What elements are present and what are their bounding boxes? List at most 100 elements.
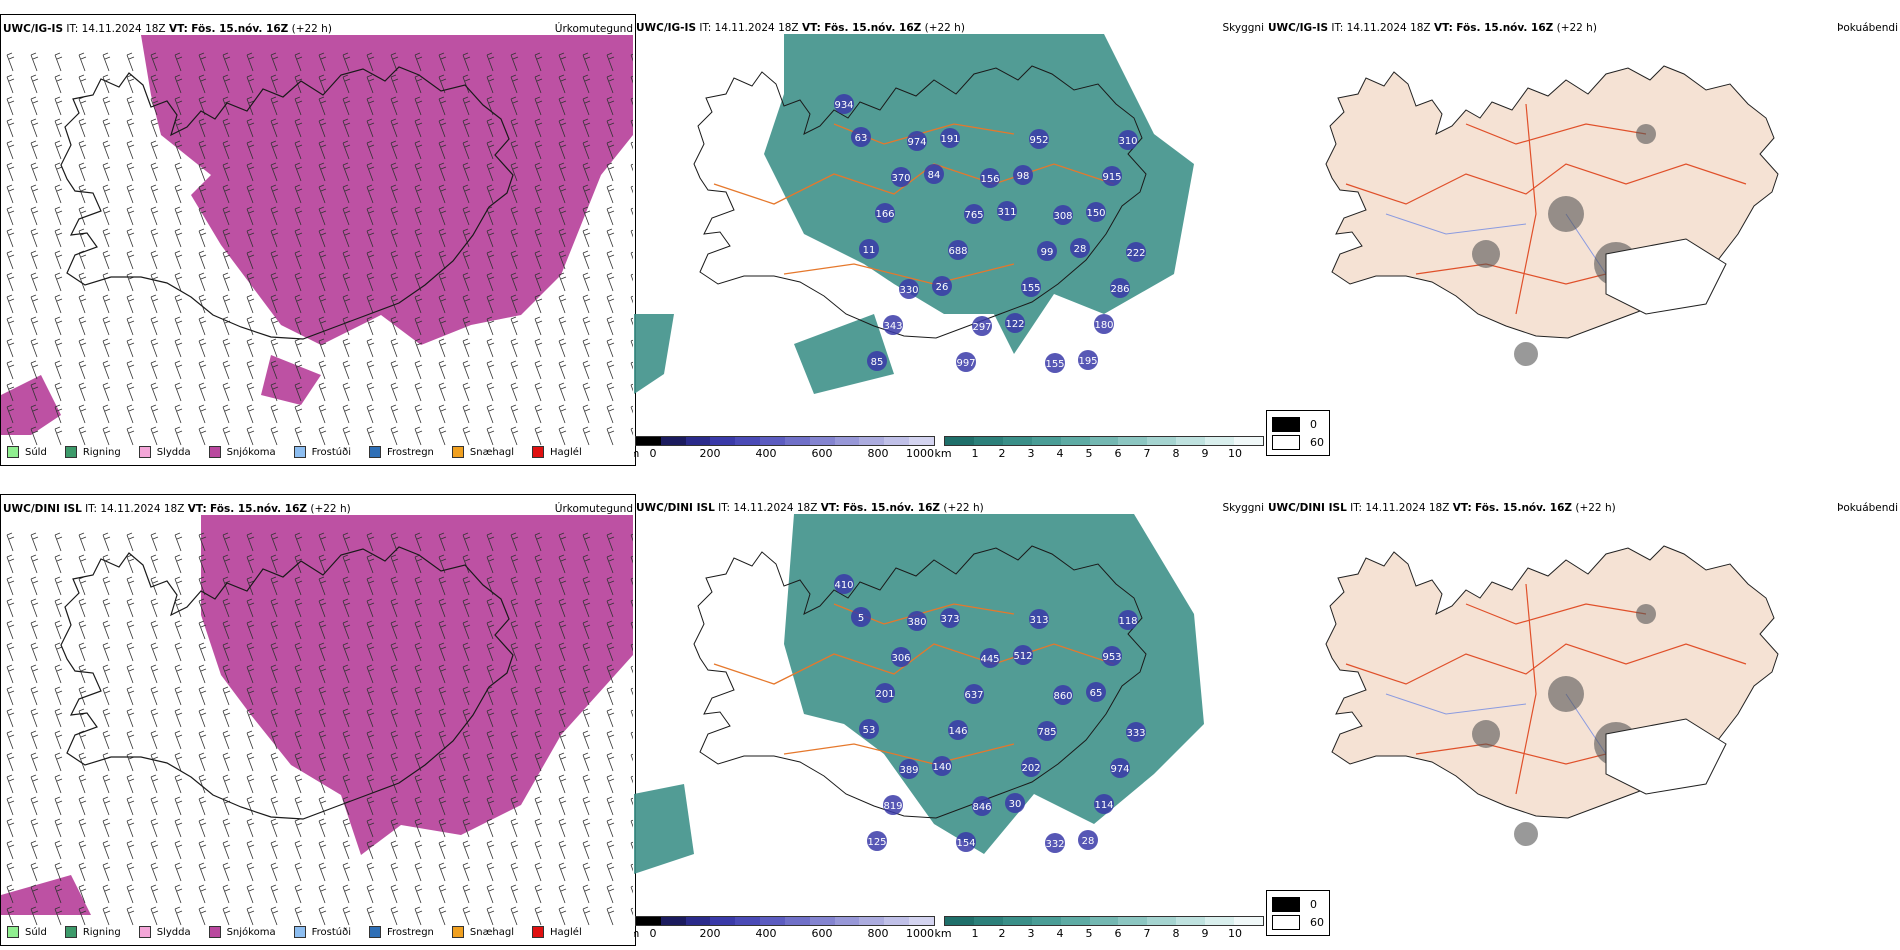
wind-barb xyxy=(198,228,207,248)
wind-barb xyxy=(6,598,15,618)
wind-barb xyxy=(606,228,615,248)
wind-barb xyxy=(6,140,15,160)
cloud-base-patch xyxy=(907,131,927,151)
wind-barb xyxy=(606,272,615,292)
wind-barb xyxy=(606,74,615,94)
wind-barb xyxy=(390,862,399,882)
wind-barb xyxy=(54,620,63,640)
wind-barb xyxy=(246,52,255,72)
wind-barb xyxy=(198,554,207,574)
wind-barb xyxy=(342,162,351,182)
cloud-base-patch xyxy=(1013,165,1033,185)
cloud-base-patch xyxy=(932,276,952,296)
cloud-base-label: 952 xyxy=(1029,135,1048,146)
wind-barb xyxy=(270,316,279,336)
wind-barb xyxy=(30,162,39,182)
wind-barb xyxy=(174,818,183,838)
wind-barb xyxy=(126,708,135,728)
wind-barb xyxy=(414,818,423,838)
cloud-base-patch xyxy=(948,240,968,260)
visibility-panel-bottom: 410 380 445 860 333 389 846 332 118 306 637 785 974 8… xyxy=(634,494,1266,944)
wind-barb xyxy=(78,796,87,816)
wind-barb xyxy=(30,796,39,816)
cloud-base-patch xyxy=(1126,242,1146,262)
wind-barb xyxy=(390,620,399,640)
colorbar-segment xyxy=(1176,437,1206,445)
colorbar-segment xyxy=(1089,917,1119,925)
wind-barb xyxy=(582,426,591,446)
wind-barb xyxy=(6,884,15,904)
wind-barb xyxy=(126,686,135,706)
wind-barb xyxy=(294,272,303,292)
wind-barb xyxy=(582,884,591,904)
colorbar-segment xyxy=(973,917,1003,925)
wind-barb xyxy=(318,796,327,816)
cloud-base-patch xyxy=(956,832,976,852)
wind-barb xyxy=(102,250,111,270)
wind-barb xyxy=(174,664,183,684)
legend-item: Haglél xyxy=(532,446,582,458)
precip-type-panel-bottom: UWC/DINI ISL IT: 14.11.2024 18Z VT: Fös.… xyxy=(0,494,636,946)
wind-barb xyxy=(54,884,63,904)
wind-barb xyxy=(558,74,567,94)
wind-barb xyxy=(198,404,207,424)
wind-barb xyxy=(558,96,567,116)
wind-barb xyxy=(558,840,567,860)
cloud-base-patch xyxy=(1110,278,1130,298)
wind-barb xyxy=(606,206,615,226)
wind-barb xyxy=(246,752,255,772)
legend-item: Haglél xyxy=(532,926,582,938)
wind-barb xyxy=(366,294,375,314)
wind-barb xyxy=(366,96,375,116)
wind-barb xyxy=(630,907,633,916)
wind-barb xyxy=(270,708,279,728)
cloud-base-patch xyxy=(964,204,984,224)
wind-barb xyxy=(606,752,615,772)
wind-barb xyxy=(150,598,159,618)
colorbar-segment xyxy=(760,917,785,925)
cloud-base-label: 308 xyxy=(1053,211,1072,222)
cloud-base-label: 155 xyxy=(1021,283,1040,294)
cloud-base-patch xyxy=(899,279,919,299)
wind-barb xyxy=(342,532,351,552)
wind-barb xyxy=(54,532,63,552)
wind-barb xyxy=(414,664,423,684)
cloud-base-patch xyxy=(891,167,911,187)
wind-barb xyxy=(486,774,495,794)
wind-barb xyxy=(390,426,399,446)
wind-barb xyxy=(342,730,351,750)
wind-barb xyxy=(558,532,567,552)
wind-barb xyxy=(222,818,231,838)
wind-barb xyxy=(582,404,591,424)
panel-header: UWC/IG-IS IT: 14.11.2024 18Z VT: Fös. 15… xyxy=(636,22,965,34)
wind-barb xyxy=(150,162,159,182)
wind-barb xyxy=(174,884,183,904)
colorbar-segment xyxy=(710,437,736,445)
wind-barb xyxy=(150,818,159,838)
wind-barb xyxy=(438,162,447,182)
wind-barb xyxy=(342,840,351,860)
wind-barb xyxy=(534,730,543,750)
wind-barb xyxy=(246,708,255,728)
wind-barb xyxy=(630,185,633,194)
wind-barb xyxy=(534,118,543,138)
wind-barb xyxy=(246,338,255,358)
wind-barb xyxy=(102,774,111,794)
wind-barb xyxy=(150,730,159,750)
wind-barb xyxy=(486,52,495,72)
wind-barb xyxy=(630,361,633,370)
wind-barb xyxy=(462,316,471,336)
wind-barb xyxy=(390,228,399,248)
wind-barb xyxy=(102,664,111,684)
wind-barb xyxy=(630,119,633,128)
wind-barb xyxy=(558,664,567,684)
colorbar-segment xyxy=(1147,437,1177,445)
wind-barb xyxy=(54,206,63,226)
wind-barb xyxy=(438,774,447,794)
wind-barb xyxy=(102,576,111,596)
wind-barb xyxy=(294,884,303,904)
wind-barb xyxy=(150,272,159,292)
wind-barb xyxy=(150,862,159,882)
wind-barb xyxy=(198,906,207,926)
wind-barb xyxy=(630,797,633,806)
